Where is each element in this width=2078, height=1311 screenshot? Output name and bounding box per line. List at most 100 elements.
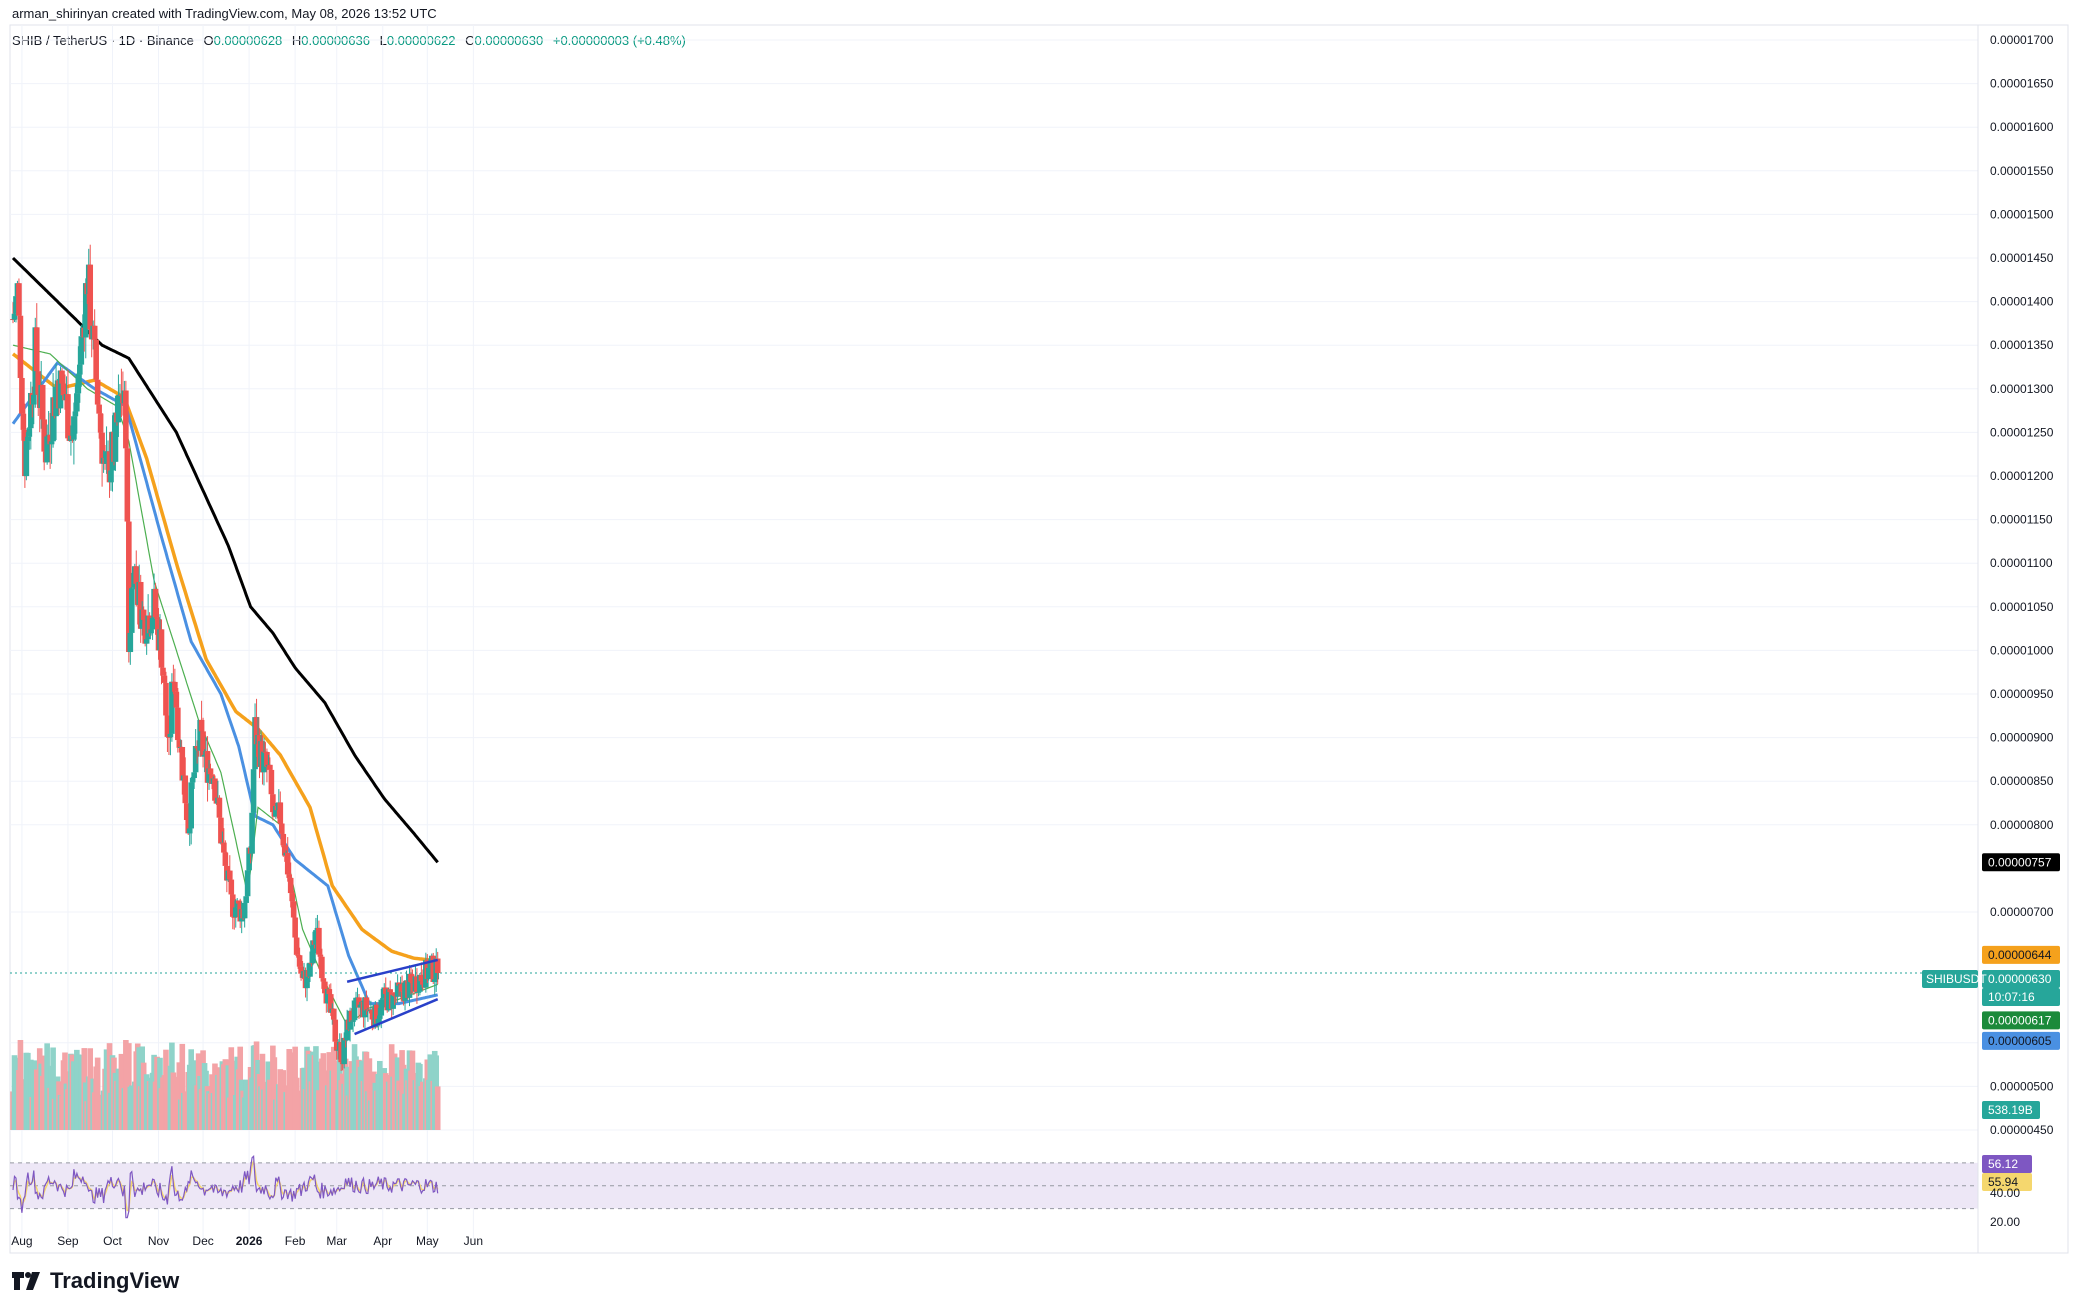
candle-body xyxy=(374,1004,380,1024)
candle-body xyxy=(59,370,65,384)
candle-body xyxy=(197,719,203,751)
price-badges: 0.00000757 0.00000644 0.00000630 10:07:16 0.… xyxy=(1922,853,2060,1200)
candle-body xyxy=(154,617,160,620)
volume-bar xyxy=(293,1077,300,1130)
candle-body xyxy=(249,812,255,854)
volume-bar xyxy=(17,1040,24,1130)
candle-body xyxy=(308,962,315,964)
symbol-tag: SHIBUSDT xyxy=(1926,972,1987,986)
trend-channel[interactable] xyxy=(346,958,439,1036)
volume-bar xyxy=(366,1058,373,1130)
price-tick-label: 0.00001050 xyxy=(1990,600,2054,614)
ma-blue-badge-bg xyxy=(1982,1031,2060,1050)
candle-body xyxy=(200,731,206,757)
date-tick-label: Sep xyxy=(57,1234,79,1248)
candle-body xyxy=(351,1000,358,1021)
candle-body xyxy=(399,983,405,992)
candle-body xyxy=(341,1037,347,1065)
candle-body xyxy=(41,419,47,452)
price-tick-label: 0.00001150 xyxy=(1990,513,2053,527)
candle-body xyxy=(118,394,125,396)
candle-body xyxy=(172,681,178,692)
candle-body xyxy=(427,963,434,968)
symbol-tag-bg xyxy=(1922,970,1978,989)
chart-frame xyxy=(9,24,2069,1254)
candle-body xyxy=(376,1015,383,1019)
candle-body xyxy=(394,982,401,997)
candle-body xyxy=(148,629,154,634)
candle-body xyxy=(418,974,425,982)
candle-body xyxy=(33,327,40,372)
candle-body xyxy=(99,432,105,464)
rsi-pane[interactable]: 20.00 xyxy=(10,1154,2020,1229)
candle-body xyxy=(353,997,359,1001)
candle-body xyxy=(50,397,56,442)
tradingview-brand[interactable]: TradingView xyxy=(12,1268,179,1294)
candle-body xyxy=(212,778,218,801)
candle-body xyxy=(348,1010,355,1022)
volume-bar xyxy=(363,1051,370,1130)
candle-body xyxy=(326,989,333,995)
candle-body xyxy=(280,833,287,846)
price-tick-label: 0.00001600 xyxy=(1990,120,2054,134)
candle-body xyxy=(164,715,171,737)
candle-body xyxy=(231,916,238,918)
volume-bar xyxy=(286,1049,293,1130)
date-tick-label: Nov xyxy=(148,1234,169,1248)
candle-body xyxy=(385,989,392,1011)
candle-body xyxy=(182,775,189,804)
date-tick-label: Oct xyxy=(103,1234,122,1248)
ma-green-badge-bg xyxy=(1982,1011,2060,1030)
volume-bar xyxy=(118,1053,125,1130)
candle-body xyxy=(430,955,437,983)
price-tick-label: 0.00000500 xyxy=(1990,1079,2054,1093)
chart-credit: arman_shirinyan created with TradingView… xyxy=(12,6,437,21)
candle-body xyxy=(332,1019,339,1042)
candle-body xyxy=(246,847,252,871)
candle-body xyxy=(48,441,55,445)
volume-bar xyxy=(330,1046,337,1130)
candle-body xyxy=(189,778,196,783)
candle-body xyxy=(278,823,285,834)
candle-body xyxy=(320,978,327,982)
candle-body xyxy=(287,877,294,894)
volume-bar xyxy=(28,1059,34,1130)
price-tick-label: 0.00001400 xyxy=(1990,295,2054,309)
candle-body xyxy=(216,797,223,818)
candle-body xyxy=(127,632,134,653)
candlesticks[interactable] xyxy=(10,244,441,1071)
candle-body xyxy=(250,769,257,813)
price-tick-label: 0.00000450 xyxy=(1990,1123,2054,1137)
volume-badge-bg xyxy=(1982,1101,2040,1119)
candle-body xyxy=(39,384,46,420)
candle-body xyxy=(218,817,224,844)
candle-body xyxy=(35,371,42,395)
candle-body xyxy=(175,707,181,741)
candle-body xyxy=(267,764,273,770)
candle-body xyxy=(158,629,165,668)
date-tick-label: 2026 xyxy=(236,1234,263,1248)
countdown-badge-bg xyxy=(1982,988,2060,1007)
candle-body xyxy=(382,987,389,994)
candle-body xyxy=(149,617,156,630)
rsi-ma-badge: 55.94 xyxy=(1988,1175,2018,1189)
date-tick-label: Jun xyxy=(464,1234,483,1248)
candle-body xyxy=(72,411,79,417)
candle-body xyxy=(408,973,414,982)
candle-body xyxy=(207,768,214,775)
candle-body xyxy=(78,336,85,365)
candle-body xyxy=(330,1008,337,1020)
candle-body xyxy=(163,682,169,716)
candle-body xyxy=(74,393,80,412)
ma-orange-badge: 0.00000644 xyxy=(1988,948,2052,962)
price-tick-label: 0.00001450 xyxy=(1990,251,2054,265)
candle-body xyxy=(30,394,37,405)
volume-bar xyxy=(126,1043,132,1130)
candle-body xyxy=(185,819,192,834)
candle-body xyxy=(106,451,113,483)
candle-body xyxy=(137,581,144,629)
grid xyxy=(9,24,2069,1254)
candle-body xyxy=(143,639,150,644)
candle-body xyxy=(333,1041,340,1051)
